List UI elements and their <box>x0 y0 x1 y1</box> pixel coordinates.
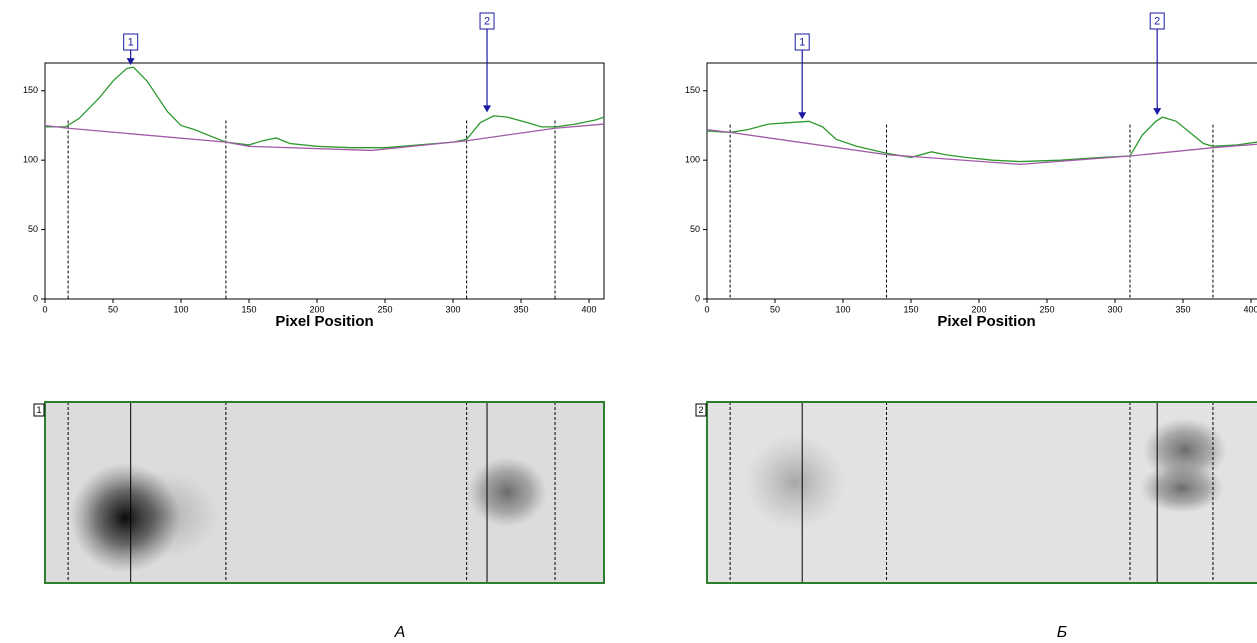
x-tick-label: 150 <box>903 304 918 314</box>
x-tick-label: 0 <box>704 304 709 314</box>
panel-caption: Б <box>1057 624 1067 641</box>
spot <box>745 434 845 530</box>
x-tick-label: 50 <box>108 304 118 314</box>
spot <box>70 463 180 573</box>
annotation-arrowhead <box>126 58 135 66</box>
y-tick-label: 150 <box>23 85 38 95</box>
lane-label: 2 <box>698 405 703 415</box>
lane-frame <box>706 401 1257 584</box>
series-line <box>45 66 605 149</box>
y-tick-label: 0 <box>695 293 700 303</box>
annotation-arrowhead <box>1153 108 1162 116</box>
x-tick-label: 150 <box>241 304 256 314</box>
x-tick-label: 50 <box>770 304 780 314</box>
x-tick-label: 250 <box>1040 304 1055 314</box>
plot-frame <box>44 62 605 300</box>
x-tick-label: 250 <box>378 304 393 314</box>
x-tick-label: 350 <box>1176 304 1191 314</box>
annotation-label: 1 <box>128 36 134 48</box>
annotation-label: 1 <box>799 36 805 48</box>
x-tick-label: 100 <box>173 304 188 314</box>
x-tick-label: 350 <box>514 304 529 314</box>
lane-label-box <box>695 403 707 417</box>
x-tick-label: 300 <box>446 304 461 314</box>
series-line <box>44 123 605 152</box>
lane-images <box>45 402 1257 583</box>
panel-caption: А <box>394 624 406 641</box>
x-tick-label: 400 <box>1244 304 1257 314</box>
y-tick-label: 50 <box>690 224 700 234</box>
annotation-label: 2 <box>484 15 490 27</box>
y-tick-label: 0 <box>33 293 38 303</box>
spot <box>1140 463 1224 513</box>
x-tick-label: 300 <box>1108 304 1123 314</box>
series-line <box>706 128 1257 165</box>
y-tick-label: 100 <box>685 155 700 165</box>
series-line <box>706 116 1257 163</box>
annotation-label: 2 <box>1154 15 1160 27</box>
lane-frame <box>44 401 605 584</box>
x-axis-label: Pixel Position <box>937 313 1035 330</box>
lane-label-box <box>33 403 45 417</box>
annotation-arrowhead <box>483 105 492 113</box>
x-tick-label: 0 <box>42 304 47 314</box>
y-tick-label: 150 <box>685 85 700 95</box>
x-tick-label: 100 <box>835 304 850 314</box>
x-axis-label: Pixel Position <box>275 313 373 330</box>
plot-frame <box>706 62 1257 300</box>
x-tick-label: 200 <box>310 304 325 314</box>
y-tick-label: 50 <box>28 224 38 234</box>
lane-label: 1 <box>36 405 41 415</box>
y-tick-label: 100 <box>23 155 38 165</box>
x-tick-label: 400 <box>582 304 597 314</box>
spot <box>467 457 547 527</box>
x-tick-label: 200 <box>972 304 987 314</box>
annotation-arrowhead <box>798 112 807 120</box>
